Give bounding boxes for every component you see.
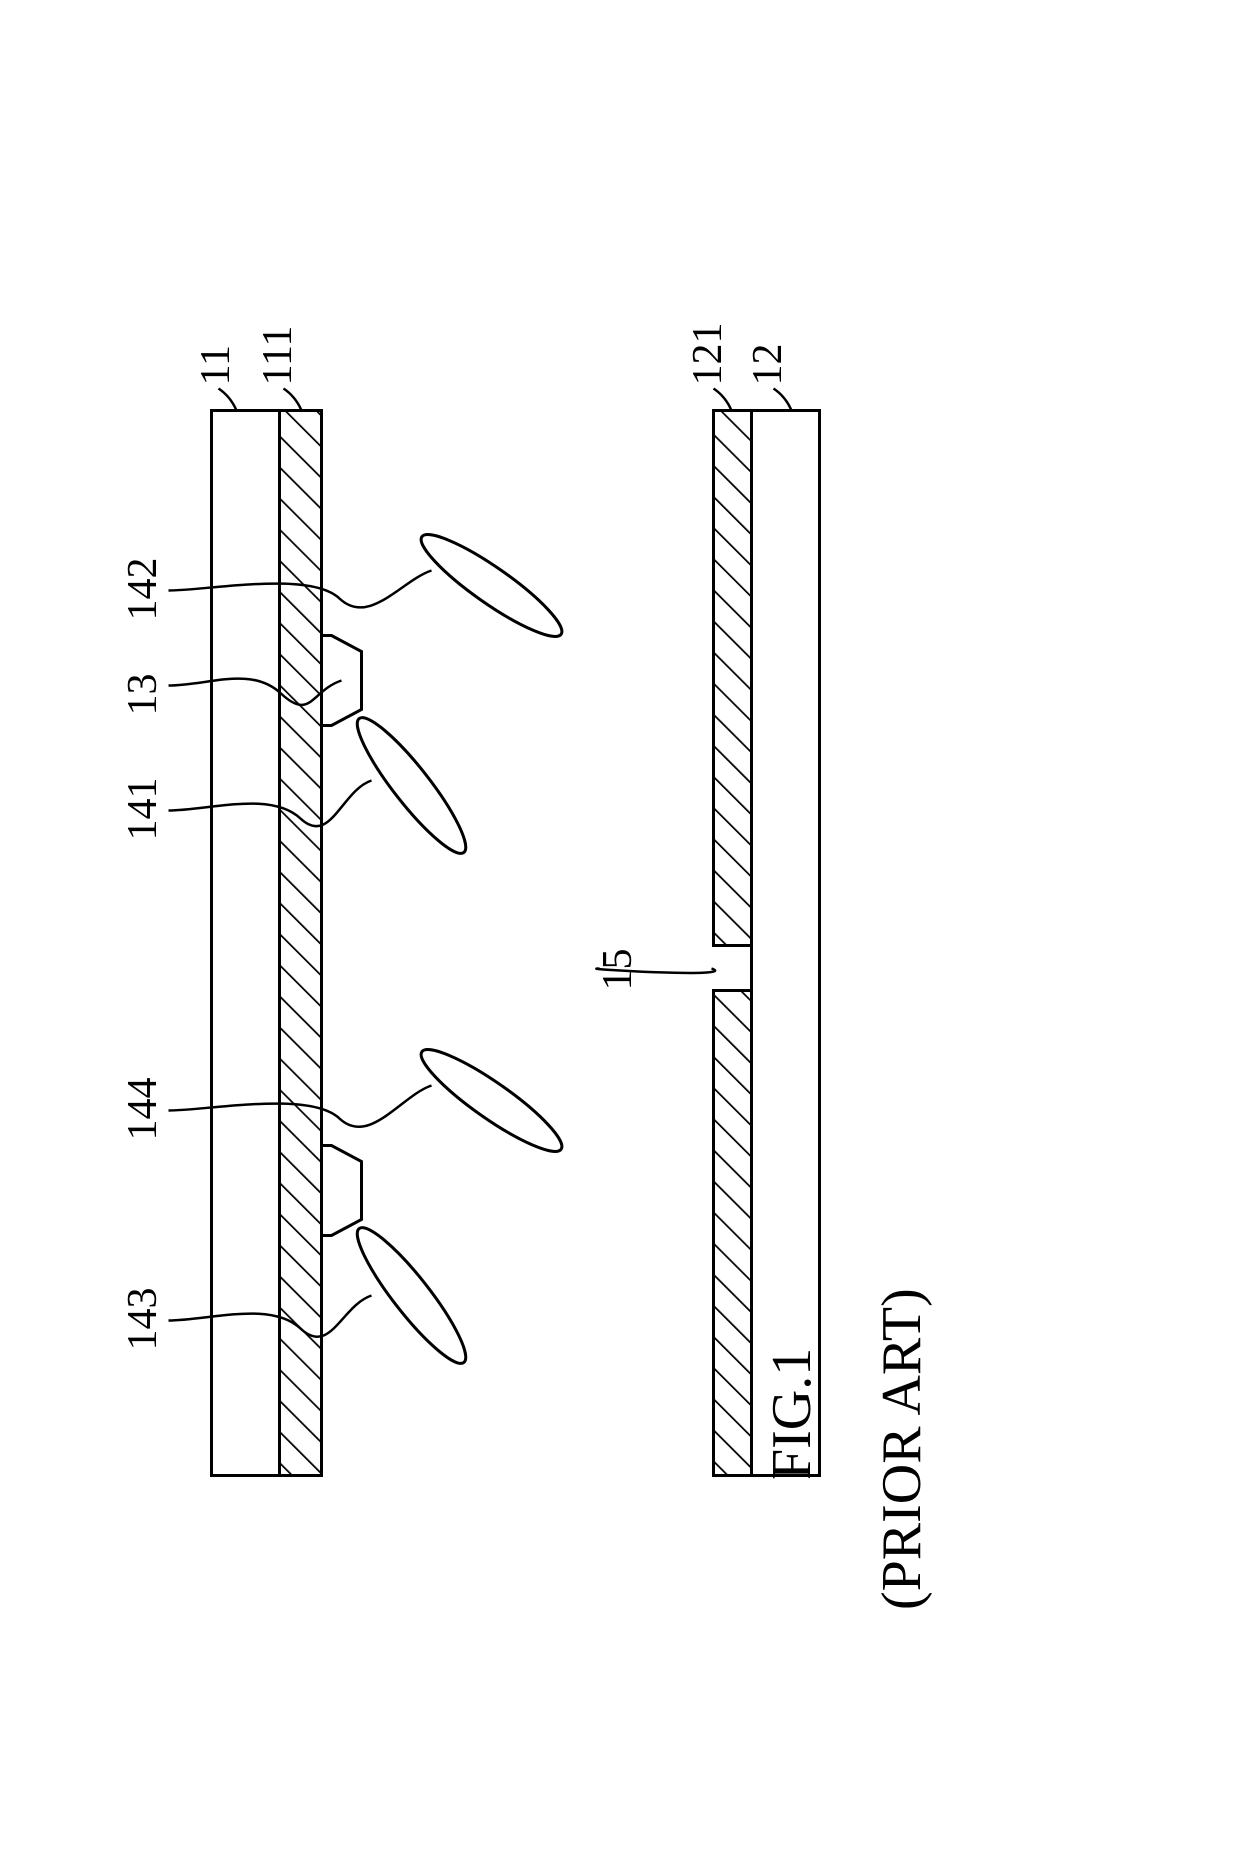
svg-text:12: 12: [745, 344, 791, 386]
diagram-svg: 14314414113142151111112112: [0, 0, 1252, 1869]
svg-text:142: 142: [120, 558, 166, 621]
svg-text:121: 121: [685, 323, 731, 386]
svg-text:144: 144: [120, 1078, 166, 1141]
svg-text:143: 143: [120, 1288, 166, 1351]
figure-caption-1: FIG.1: [760, 1348, 824, 1480]
svg-text:141: 141: [120, 778, 166, 841]
svg-text:111: 111: [255, 326, 301, 386]
figure-caption-2: (PRIOR ART): [870, 1288, 934, 1610]
svg-text:11: 11: [193, 345, 239, 385]
svg-text:13: 13: [120, 674, 166, 716]
